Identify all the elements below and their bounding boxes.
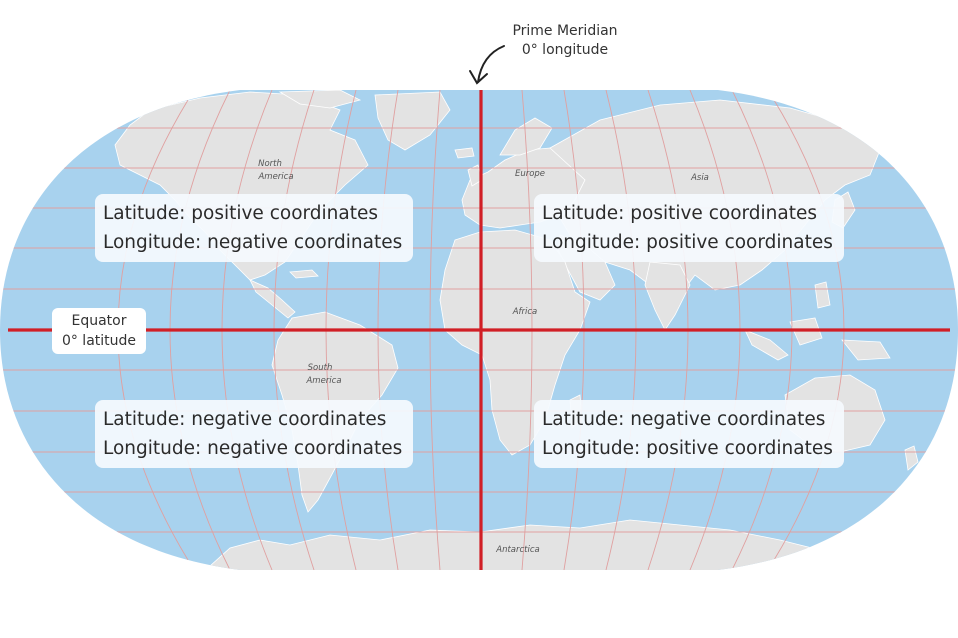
central-america-land	[249, 279, 296, 319]
north-america-land	[114, 91, 369, 281]
iceland-land	[454, 147, 475, 159]
prime-meridian-title: Prime Meridian	[512, 23, 618, 39]
label-asia: Asia	[690, 173, 709, 183]
prime-meridian-callout: Prime Meridian 0° longitude	[500, 22, 630, 60]
new-guinea-land	[841, 339, 891, 361]
label-antarctica: Antarctica	[495, 545, 540, 555]
quadrant-ne-latitude: Latitude: positive coordinates	[542, 203, 818, 224]
quadrant-ne-longitude: Longitude: positive coordinates	[542, 232, 833, 253]
quadrant-sw-latitude: Latitude: negative coordinates	[103, 409, 387, 430]
quadrant-northwest: Latitude: positive coordinates Longitude…	[95, 194, 414, 262]
sumatra-land	[744, 329, 789, 361]
quadrant-southeast: Latitude: negative coordinates Longitude…	[534, 400, 844, 468]
quadrant-se-longitude: Longitude: positive coordinates	[542, 438, 833, 459]
label-north-america-1: North	[258, 159, 282, 169]
caribbean-island	[289, 269, 319, 279]
equator-subtitle: 0° latitude	[61, 333, 137, 349]
label-north-america-2: America	[257, 172, 293, 182]
label-africa: Africa	[512, 307, 538, 317]
label-south-america-1: South	[308, 363, 333, 373]
prime-meridian-subtitle: 0° longitude	[521, 42, 609, 58]
quadrant-northeast: Latitude: positive coordinates Longitude…	[534, 194, 844, 262]
equator-callout: Equator 0° latitude	[52, 308, 146, 354]
arctic-islands	[278, 90, 362, 109]
greenland-land	[374, 91, 451, 151]
quadrant-nw-latitude: Latitude: positive coordinates	[103, 203, 379, 224]
label-south-america-2: America	[305, 376, 341, 386]
quadrant-nw-longitude: Longitude: negative coordinates	[103, 232, 403, 253]
quadrant-sw-longitude: Longitude: negative coordinates	[103, 438, 403, 459]
philippines-land	[814, 281, 831, 309]
quadrant-southwest: Latitude: negative coordinates Longitude…	[95, 400, 414, 468]
equator-title: Equator	[71, 313, 127, 329]
prime-meridian-arrow-icon	[469, 45, 505, 85]
antarctica-land	[198, 519, 852, 570]
quadrant-se-latitude: Latitude: negative coordinates	[542, 409, 826, 430]
label-europe: Europe	[515, 169, 545, 179]
